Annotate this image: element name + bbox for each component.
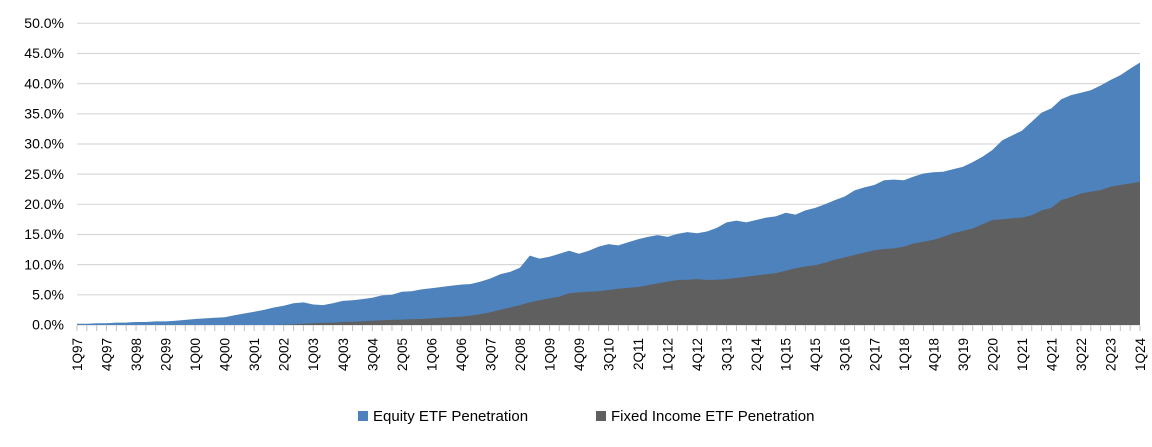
x-axis-tick-label: 2Q05 — [395, 338, 410, 371]
x-axis-tick-label: 2Q11 — [631, 338, 646, 370]
area-series-group — [77, 62, 1140, 325]
x-axis-tick-label: 3Q07 — [483, 338, 498, 371]
x-axis-tick-label: 1Q18 — [897, 338, 912, 371]
x-axis-tick-label: 1Q21 — [1015, 338, 1030, 371]
legend-marker-fixed-income — [596, 411, 606, 421]
y-axis-tick-label: 35.0% — [24, 106, 64, 122]
x-axis-tick-label: 3Q04 — [365, 338, 380, 372]
legend-label-fixed-income: Fixed Income ETF Penetration — [611, 408, 814, 425]
x-axis-tick-label: 1Q00 — [188, 338, 203, 371]
fixed-income-area-series — [77, 182, 1140, 325]
y-axis-tick-label: 50.0% — [24, 15, 64, 31]
x-axis-tick-label: 1Q03 — [306, 338, 321, 371]
x-axis-ticks — [76, 325, 1141, 331]
x-axis-tick-label: 3Q22 — [1074, 338, 1089, 371]
x-axis-tick-label: 4Q18 — [926, 338, 941, 371]
x-axis-tick-label: 3Q13 — [720, 338, 735, 371]
y-axis-tick-label: 15.0% — [24, 226, 64, 242]
x-axis-tick-label: 3Q01 — [247, 338, 262, 371]
x-axis-tick-label: 1Q06 — [424, 338, 439, 371]
legend-label-equity: Equity ETF Penetration — [373, 408, 528, 425]
x-axis-tick-label: 3Q98 — [129, 338, 144, 371]
y-axis-tick-label: 20.0% — [24, 196, 64, 212]
y-axis-tick-label: 45.0% — [24, 45, 64, 61]
y-axis-labels: 50.0% 45.0% 40.0% 35.0% 30.0% 25.0% 20.0% 15.0%… — [24, 15, 64, 333]
x-axis-tick-label: 1Q97 — [70, 338, 85, 371]
x-axis-tick-label: 3Q16 — [838, 338, 853, 371]
x-axis-tick-label: 4Q15 — [808, 338, 823, 371]
x-axis-tick-label: 4Q00 — [218, 338, 233, 371]
x-axis-tick-label: 4Q06 — [454, 338, 469, 371]
y-axis-tick-label: 5.0% — [32, 287, 64, 303]
x-axis-tick-label: 4Q03 — [336, 338, 351, 371]
y-axis-tick-label: 40.0% — [24, 75, 64, 91]
x-axis-tick-label: 2Q02 — [277, 338, 292, 371]
x-axis-tick-label: 1Q24 — [1133, 338, 1148, 372]
x-axis-tick-label: 1Q12 — [661, 338, 676, 371]
x-axis-tick-label: 2Q20 — [985, 338, 1000, 371]
x-axis-labels: 1Q97 4Q97 3Q98 2Q99 1Q00 4Q00 3Q01 2Q02 1Q03 4Q03… — [70, 338, 1148, 372]
y-axis-tick-label: 30.0% — [24, 136, 64, 152]
x-axis-tick-label: 4Q09 — [572, 338, 587, 371]
y-axis-tick-label: 0.0% — [32, 317, 64, 333]
x-axis-tick-label: 2Q99 — [159, 338, 174, 371]
x-axis-tick-label: 2Q17 — [867, 338, 882, 371]
legend-marker-equity — [358, 411, 368, 421]
x-axis-tick-label: 4Q21 — [1044, 338, 1059, 371]
x-axis-tick-label: 2Q23 — [1103, 338, 1118, 371]
y-axis-tick-label: 25.0% — [24, 166, 64, 182]
x-axis-tick-label: 1Q15 — [779, 338, 794, 371]
legend: Equity ETF Penetration Fixed Income ETF … — [358, 408, 814, 425]
y-axis-tick-label: 10.0% — [24, 256, 64, 272]
x-axis-tick-label: 1Q09 — [542, 338, 557, 371]
x-axis-tick-label: 3Q19 — [956, 338, 971, 371]
x-axis-tick-label: 2Q14 — [749, 338, 764, 372]
x-axis-tick-label: 4Q97 — [100, 338, 115, 371]
x-axis-tick-label: 3Q10 — [602, 338, 617, 371]
x-axis-tick-label: 4Q12 — [690, 338, 705, 371]
x-axis-tick-label: 2Q08 — [513, 338, 528, 371]
